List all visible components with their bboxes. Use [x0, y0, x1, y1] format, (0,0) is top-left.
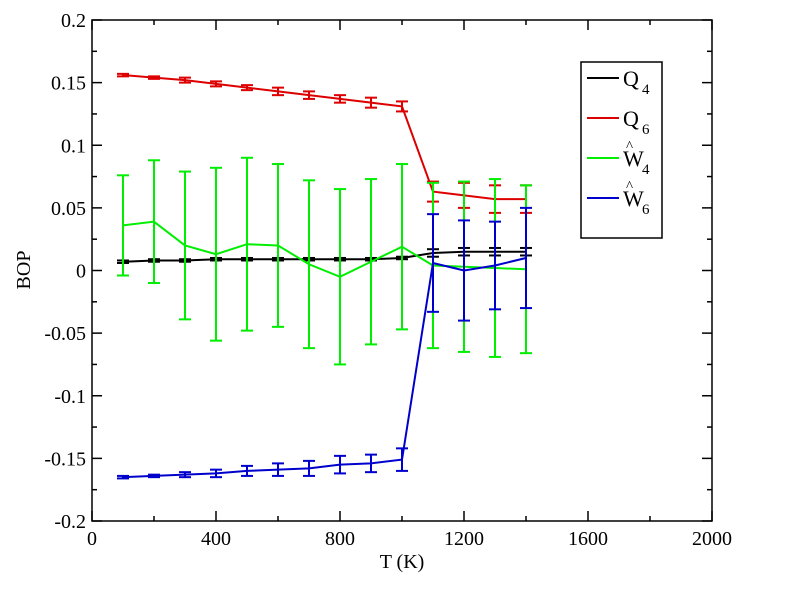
legend-hat: ^	[626, 179, 633, 195]
legend-subscript: 6	[642, 122, 650, 138]
legend-entry-w4: W4 ^	[587, 139, 650, 178]
x-tick-label: 1600	[568, 528, 608, 550]
error-bar	[117, 72, 129, 78]
x-tick-label: 1200	[444, 528, 484, 550]
error-bar	[148, 159, 160, 285]
legend-entry-w6: W6 ^	[587, 179, 650, 218]
error-bar	[241, 84, 253, 92]
error-bar	[334, 188, 346, 366]
legend: Q 4Q 6W4^W6^	[580, 61, 663, 239]
x-tick-label: 2000	[692, 528, 732, 550]
series-line	[122, 256, 527, 479]
y-tick-label: 0.05	[51, 198, 86, 220]
error-bar	[148, 75, 160, 80]
axis-ticks	[91, 19, 713, 522]
series-w6	[117, 206, 532, 480]
error-bar	[303, 459, 315, 477]
axis-tick-labels: 0 400 800 1200 1600 2000 -0.2 -0.15 -0.1 -0.05 0 0.…	[44, 10, 732, 550]
legend-box	[580, 61, 663, 239]
y-tick-label: 0	[76, 261, 86, 283]
error-bar	[489, 220, 501, 311]
series-q6	[117, 72, 532, 214]
error-bar	[396, 447, 408, 472]
error-bar	[117, 474, 129, 480]
error-bar	[427, 213, 439, 313]
y-tick-label: -0.05	[44, 323, 86, 345]
error-bar	[241, 464, 253, 477]
error-bar	[396, 100, 408, 113]
x-tick-label: 0	[87, 528, 97, 550]
error-bar	[334, 454, 346, 475]
series-line	[122, 250, 526, 263]
error-bar	[148, 473, 160, 479]
error-bar	[241, 156, 253, 332]
legend-subscript: 4	[642, 162, 650, 178]
legend-label: W	[623, 186, 644, 211]
series-line	[122, 220, 527, 278]
error-bar	[117, 174, 129, 277]
series-layer	[117, 72, 532, 480]
legend-subscript: 4	[642, 82, 650, 98]
error-bar	[272, 86, 284, 97]
x-tick-label: 800	[325, 528, 355, 550]
legend-subscript: 6	[642, 202, 650, 218]
error-bar	[303, 90, 315, 100]
series-line	[122, 74, 526, 201]
x-axis-label: T (K)	[380, 551, 425, 573]
error-bar	[365, 96, 377, 109]
error-bar	[210, 468, 222, 479]
error-bar	[179, 76, 191, 84]
error-bar	[210, 166, 222, 342]
y-tick-label: -0.1	[54, 386, 86, 408]
error-bar	[179, 471, 191, 479]
legend-label: W	[623, 146, 644, 171]
error-bar	[303, 179, 315, 350]
y-axis-label: BOP	[13, 251, 35, 290]
legend-label: Q	[623, 106, 639, 131]
error-bar	[365, 178, 377, 346]
y-tick-label: -0.15	[44, 448, 86, 470]
y-tick-label: 0.1	[61, 135, 86, 157]
error-bar	[272, 163, 284, 328]
legend-hat: ^	[626, 139, 633, 155]
y-tick-label: 0.2	[61, 10, 86, 32]
error-bar	[179, 170, 191, 321]
legend-label: Q	[623, 66, 639, 91]
error-bar	[210, 80, 222, 88]
series-q4	[117, 246, 532, 264]
error-bar	[334, 94, 346, 104]
error-bar	[458, 219, 470, 322]
error-bar	[520, 206, 532, 310]
error-bar	[365, 453, 377, 474]
error-bar	[396, 163, 408, 331]
y-tick-label: 0.15	[51, 73, 86, 95]
y-tick-label: -0.2	[54, 511, 86, 533]
error-bar	[272, 462, 284, 477]
x-tick-label: 400	[201, 528, 231, 550]
